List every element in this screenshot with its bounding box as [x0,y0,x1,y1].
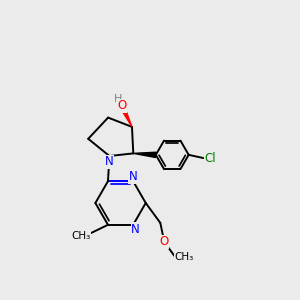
Text: N: N [105,155,114,168]
Polygon shape [119,105,132,127]
Text: O: O [160,236,169,248]
Text: N: N [129,170,137,183]
Text: O: O [117,99,126,112]
Text: N: N [131,223,140,236]
Text: H: H [114,94,122,104]
Polygon shape [133,152,156,158]
Text: Cl: Cl [205,152,216,164]
Text: CH₃: CH₃ [174,251,193,262]
Text: CH₃: CH₃ [71,231,90,242]
